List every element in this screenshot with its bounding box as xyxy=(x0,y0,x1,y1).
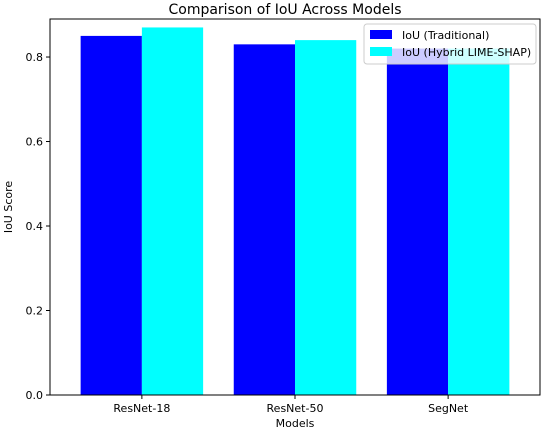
y-tick-label: 0.8 xyxy=(26,51,44,64)
chart-title: Comparison of IoU Across Models xyxy=(168,2,401,18)
y-tick-label: 0.6 xyxy=(26,136,44,149)
bar-traditional-resnet-50 xyxy=(233,44,295,395)
x-tick-label: ResNet-50 xyxy=(267,402,324,415)
y-axis-ticks: 0.0 0.2 0.4 0.6 0.8 xyxy=(26,51,50,402)
legend-label-traditional: IoU (Traditional) xyxy=(402,29,489,42)
bar-traditional-resnet-18 xyxy=(80,35,142,396)
y-tick-label: 0.0 xyxy=(26,389,44,402)
legend-swatch-traditional xyxy=(370,30,392,39)
plot-frame xyxy=(49,18,541,396)
legend-label-hybrid: IoU (Hybrid LIME-SHAP) xyxy=(402,46,531,59)
y-axis-label: IoU Score xyxy=(2,181,15,234)
legend: IoU (Traditional) IoU (Hybrid LIME-SHAP) xyxy=(363,23,537,65)
legend-frame xyxy=(363,23,537,65)
x-tick-label: ResNet-18 xyxy=(113,402,170,415)
x-tick-label: SegNet xyxy=(428,402,469,415)
bar-hybrid-resnet-50 xyxy=(295,40,357,396)
bar-traditional-segnet xyxy=(386,48,449,395)
y-tick-label: 0.4 xyxy=(26,220,44,233)
bars-group xyxy=(80,27,510,396)
bar-hybrid-resnet-18 xyxy=(141,27,204,395)
y-tick-label: 0.2 xyxy=(26,305,44,318)
bar-hybrid-segnet xyxy=(448,48,510,395)
legend-swatch-hybrid xyxy=(370,47,392,56)
x-axis-label: Models xyxy=(276,417,315,430)
x-axis-ticks: ResNet-18 ResNet-50 SegNet xyxy=(113,395,469,415)
